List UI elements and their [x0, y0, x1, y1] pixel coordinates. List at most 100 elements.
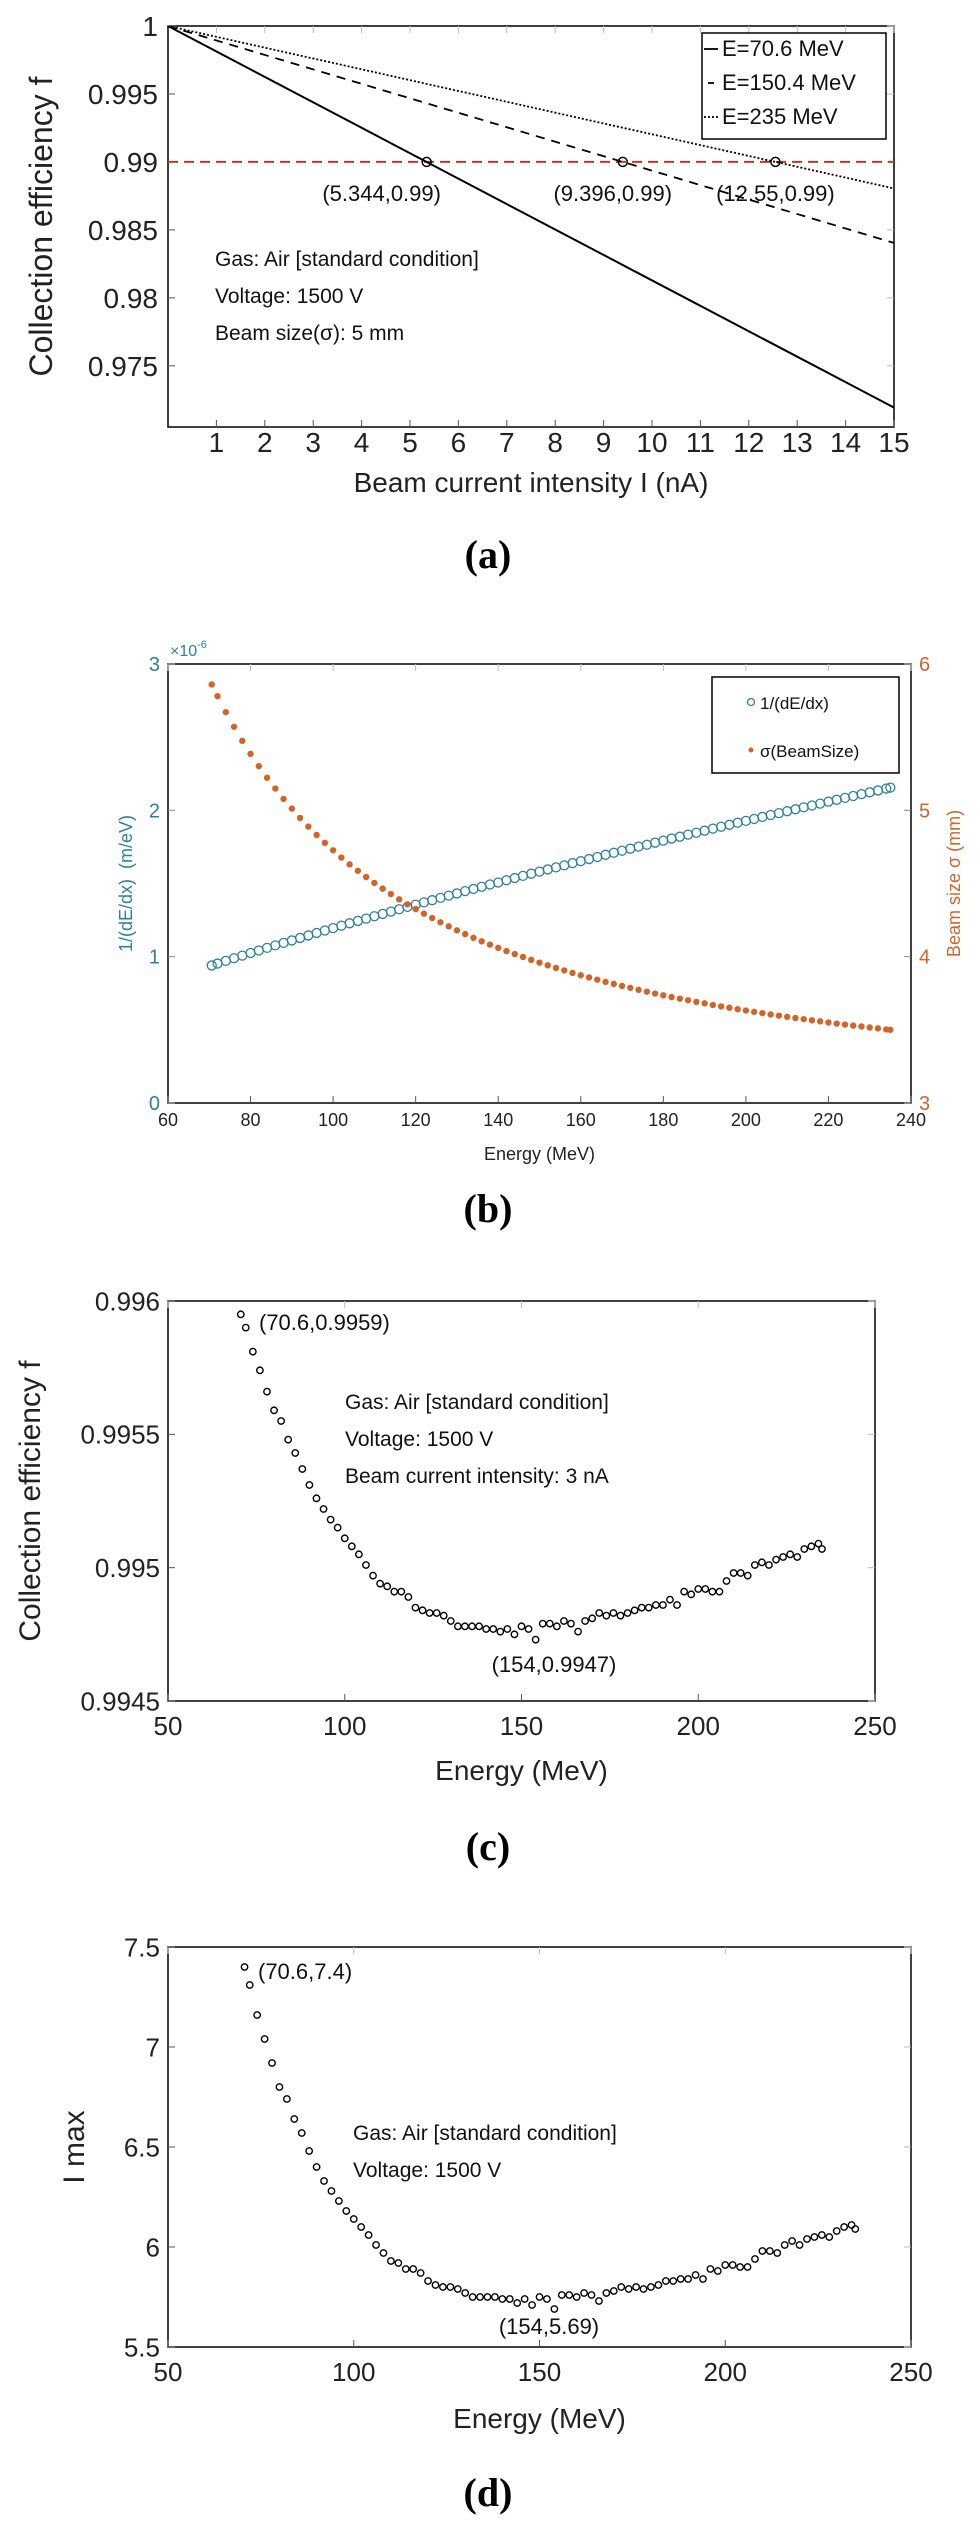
- point-label: (70.6,7.4): [258, 1959, 352, 1984]
- data-point: [320, 2177, 328, 2185]
- data-point: [721, 2261, 730, 2269]
- data-point: [312, 1494, 321, 1503]
- data-point: [602, 1611, 611, 1620]
- data-point: [517, 1622, 526, 1631]
- data-point: [587, 2291, 596, 2299]
- data-point: [750, 1561, 759, 1569]
- y-tick-label: 6.5: [124, 2132, 160, 2162]
- x-tick-label: 250: [853, 1711, 896, 1741]
- marker-beamsize: [858, 1023, 865, 1030]
- marker-beamsize: [263, 774, 271, 781]
- data-point: [773, 2249, 782, 2257]
- data-point: [680, 1587, 689, 1596]
- marker-beamsize: [208, 681, 215, 688]
- data-point: [364, 2231, 373, 2239]
- panel-d: 50 100 150 200 250 5.5 6 6.5 7 7.5 I max Energy (Me…: [58, 1932, 933, 2515]
- data-point: [327, 2187, 336, 2195]
- data-point: [240, 1963, 249, 1971]
- marker-beamsize: [222, 708, 229, 716]
- data-point: [765, 1561, 773, 1569]
- x-tick-label: 4: [354, 427, 370, 458]
- data-point: [496, 1627, 505, 1636]
- marker-beamsize: [387, 890, 395, 898]
- marked-point: [421, 156, 432, 168]
- series-line-dashed: [168, 26, 894, 244]
- marker-beamsize: [552, 964, 560, 972]
- data-point: [475, 1622, 483, 1631]
- data-point: [260, 2035, 269, 2043]
- data-point: [673, 1601, 681, 1609]
- marker-beamsize: [742, 1007, 750, 1014]
- x-tick-label: 220: [813, 1110, 843, 1130]
- data-point: [800, 1545, 809, 1553]
- x-tick-label: 240: [896, 1110, 926, 1130]
- data-point: [803, 2235, 811, 2243]
- marker-beamsize: [585, 974, 593, 981]
- legend: 1/(dE/dx) σ(BeamSize): [711, 676, 900, 774]
- x-axis-label: Beam current intensity I (nA): [354, 467, 709, 498]
- x-tick-label: 9: [596, 427, 612, 458]
- panel-label: (d): [464, 2470, 513, 2515]
- marker-beamsize: [561, 967, 568, 974]
- marker-beamsize: [412, 905, 419, 913]
- data-point: [751, 2255, 759, 2263]
- marker-beamsize: [528, 956, 535, 964]
- data-point: [489, 1625, 498, 1633]
- data-point: [659, 1601, 667, 1609]
- data-point: [810, 2233, 819, 2241]
- marker-beamsize: [362, 873, 370, 881]
- x-tick-label: 100: [332, 2357, 375, 2387]
- data-point: [581, 1617, 590, 1625]
- marker-beamsize: [230, 723, 238, 730]
- marked-point: [770, 156, 781, 168]
- x-tick-label: 150: [500, 1711, 543, 1741]
- data-point: [354, 1550, 363, 1559]
- data-point: [431, 2281, 440, 2289]
- marker-beamsize: [750, 1008, 758, 1016]
- legend-label: 1/(dE/dx): [760, 694, 829, 713]
- data-point: [326, 1515, 335, 1524]
- data-point: [513, 2299, 522, 2307]
- data-point: [453, 2285, 462, 2293]
- y-tick-label: 6: [146, 2232, 160, 2262]
- marker-beamsize: [726, 1004, 733, 1011]
- marker-beamsize: [379, 885, 386, 892]
- point-label: (70.6,0.9959): [259, 1310, 390, 1335]
- multiplier-exponent: -6: [197, 639, 207, 651]
- y-tick-label: 0.995: [88, 79, 158, 110]
- data-point: [268, 2059, 276, 2067]
- marker-beamsize: [214, 692, 221, 700]
- y-axis-label: I max: [58, 2110, 91, 2183]
- data-point: [334, 2197, 343, 2205]
- y-axis-label: Collection efficiency f: [14, 1360, 47, 1642]
- data-point: [736, 1569, 745, 1577]
- legend-label: E=150.4 MeV: [722, 70, 856, 95]
- marker-beamsize: [462, 930, 469, 938]
- data-point: [588, 1614, 597, 1623]
- data-point: [632, 2283, 640, 2291]
- data-point: [256, 1366, 264, 1375]
- y-left-axis-label: 1/(dE/dx) (m/eV): [116, 815, 136, 952]
- data-point: [552, 1622, 561, 1631]
- marker-beamsize: [717, 1003, 725, 1010]
- data-point: [545, 1619, 554, 1628]
- data-point: [446, 2283, 455, 2291]
- marker-beamsize: [833, 1020, 840, 1027]
- data-point: [253, 2011, 262, 2019]
- data-point: [743, 2263, 752, 2271]
- data-point: [780, 2241, 789, 2249]
- data-point: [793, 1553, 802, 1561]
- data-point: [476, 2293, 484, 2301]
- annotation-text: Voltage: 1500 V: [215, 285, 363, 308]
- marker-beamsize: [569, 969, 576, 977]
- legend-label: E=70.6 MeV: [722, 36, 844, 61]
- y-tick-label: 7.5: [124, 1932, 160, 1962]
- marker-beamsize: [775, 1012, 783, 1019]
- marker-beamsize: [313, 831, 320, 839]
- marker-beamsize: [808, 1017, 816, 1024]
- marker-beamsize: [866, 1024, 873, 1031]
- marker-beamsize: [346, 861, 353, 868]
- marker-beamsize: [887, 1026, 894, 1034]
- data-point: [236, 1310, 245, 1319]
- x-tick-label: 180: [648, 1110, 678, 1130]
